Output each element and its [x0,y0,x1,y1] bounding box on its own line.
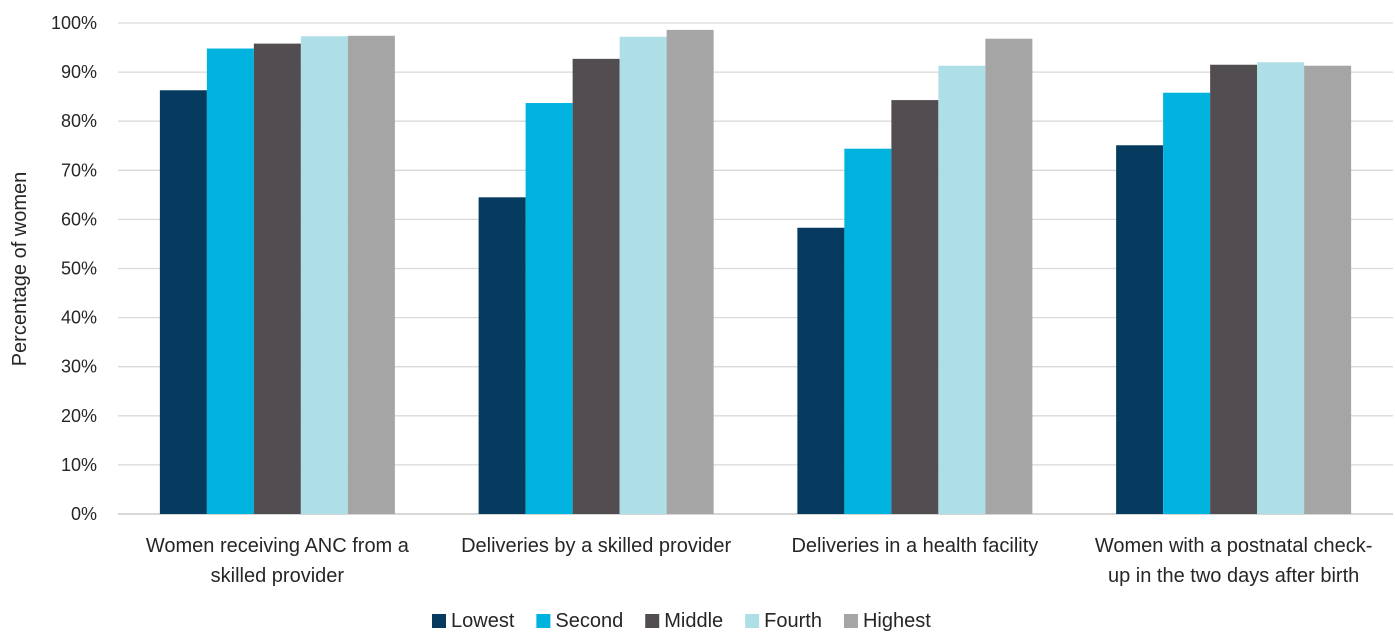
y-tick-label: 80% [61,111,97,131]
x-category-label: Deliveries by a skilled provider [461,535,731,557]
x-category-label: Women with a postnatal check- [1095,535,1373,557]
y-axis-label: Percentage of women [9,172,31,367]
bar-middle [1210,64,1258,515]
bar-fourth [619,36,667,515]
x-category-label: up in the two days after birth [1108,565,1359,587]
y-tick-label: 50% [61,259,97,279]
bar-lowest [478,197,526,514]
legend-label-fourth: Fourth [764,610,822,632]
y-axis-ticks: 0% 10% 20% 30% 40% 50% 60% 70% 80% 90% 100% [51,13,97,524]
bar-lowest [1116,145,1164,514]
bar-lowest [797,227,845,514]
legend-label-lowest: Lowest [451,610,515,632]
x-category-label: Deliveries in a health facility [791,535,1038,557]
bar-fourth [938,65,986,514]
y-tick-label: 10% [61,455,97,475]
x-category-label: Women receiving ANC from a [146,535,410,557]
legend-swatch-second [536,614,551,628]
bars [159,29,1352,515]
bar-highest [666,29,714,515]
bar-second [525,103,573,515]
bar-highest [347,35,395,515]
legend-swatch-middle [645,614,660,628]
y-tick-label: 20% [61,406,97,426]
bar-highest [1304,65,1352,514]
bar-second [206,48,254,514]
x-axis-categories: Women receiving ANC from a skilled provid… [146,535,1373,587]
bar-second [844,148,892,515]
y-tick-label: 60% [61,209,97,229]
x-category-label: skilled provider [211,565,345,587]
legend-label-highest: Highest [863,610,931,632]
y-tick-label: 0% [71,504,97,524]
bar-middle [572,58,620,515]
bar-lowest [159,90,207,514]
bar-middle [891,100,939,514]
legend-swatch-fourth [745,614,760,628]
bar-fourth [300,36,348,515]
bar-highest [985,38,1033,514]
legend-swatch-highest [843,614,858,628]
bar-fourth [1257,62,1305,514]
bar-middle [253,43,301,514]
y-tick-label: 70% [61,160,97,180]
legend-swatch-lowest [432,614,446,628]
y-tick-label: 40% [61,308,97,328]
bar-second [1163,92,1211,515]
legend-label-second: Second [555,610,623,632]
y-tick-label: 100% [51,13,97,33]
legend: Lowest Second Middle Fourth Highest [432,610,931,632]
legend-label-middle: Middle [664,610,723,632]
y-tick-label: 90% [61,62,97,82]
y-tick-label: 30% [61,357,97,377]
